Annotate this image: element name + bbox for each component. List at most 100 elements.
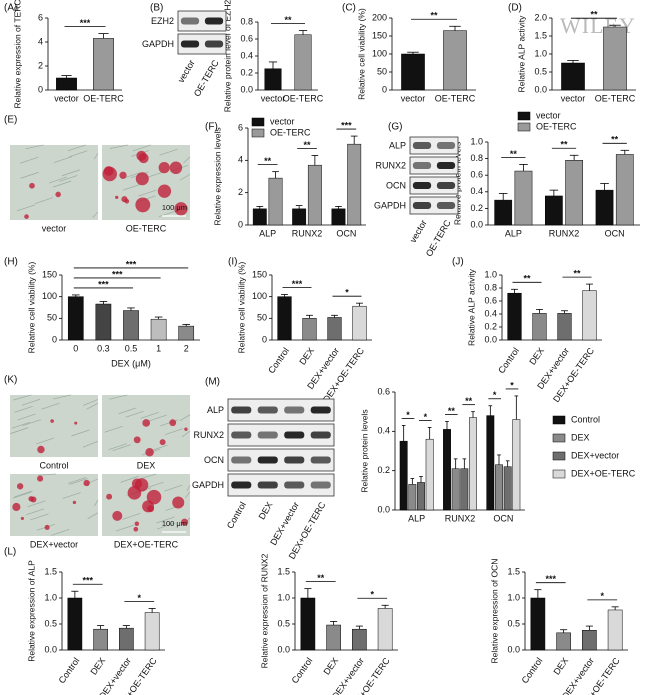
bar [486,415,495,511]
y-tick-label: 150 [372,30,387,40]
bar [294,34,312,91]
stain-spot [37,475,44,482]
significance-label: * [406,410,410,420]
y-tick-label: 4 [238,155,243,165]
bar [545,195,563,226]
bar [401,53,425,91]
stain-spot [169,161,183,175]
blot-band [231,456,252,464]
x-tick-label: ALP [408,513,425,523]
y-tick-label: 0.0 [534,84,547,94]
cell-streak [26,508,45,516]
cell-streak [62,492,81,499]
y-tick-label: 2.0 [534,12,547,22]
blot-row-label: GAPDH [192,480,224,490]
y-tick-label: 0.6 [484,295,497,305]
significance-label: *** [80,18,91,28]
y-tick-label: 0.0 [277,644,290,654]
y-tick-label: 2 [38,60,43,70]
significance-label: * [137,593,141,603]
cell-streak [71,429,90,437]
blot-row-label: RUNX2 [375,160,406,170]
blot-band [180,17,200,25]
cell-streak [82,440,99,448]
x-tick-label: Control [520,656,545,686]
significance-label: ** [430,11,438,21]
blot-row-label: RUNX2 [193,430,224,440]
legend-label: DEX [571,432,590,442]
bar [603,26,627,91]
y-axis-label: Relative cell viability (%) [26,262,36,354]
cell-streak [159,148,178,156]
bar [292,208,307,226]
blot-band [231,481,252,489]
cell-streak [145,481,164,489]
x-axis-label: DEX (μM) [111,358,151,368]
bar [307,164,322,226]
bar [302,318,317,341]
stain-spot [127,485,142,500]
legend-label: DEX+OE-TERC [571,468,636,478]
bar [451,468,460,511]
stain-spot [29,182,35,189]
cell-streak [164,484,183,492]
y-tick-label: 0.5 [44,618,57,628]
legend-swatch [251,117,265,127]
blot-band [436,182,456,189]
micrograph-caption: Control [39,460,68,470]
x-tick-label: 1 [156,343,161,353]
stain-spot [83,479,90,487]
bar [495,464,503,511]
y-tick-label: 0.4 [484,308,497,318]
legend-label: Control [571,414,600,424]
blot-band [412,142,432,149]
y-tick-label: 0 [262,334,267,344]
bar [144,612,160,651]
cell-streak [109,394,128,400]
cell-streak [158,210,178,218]
blot-frame [409,156,459,175]
blot-frame [409,136,459,155]
x-tick-label: 0 [73,343,78,353]
x-tick-label: DEX [527,346,546,367]
y-axis-label: Relative protein levels [359,409,369,492]
cell-streak [164,428,184,436]
y-tick-label: 1.5 [507,566,520,576]
blot-row-label: GAPDH [142,39,174,49]
blot-frame [177,10,227,32]
y-tick-label: 1.0 [277,592,290,602]
x-tick-label: OE-TERC [283,93,324,103]
micrograph [10,474,98,536]
cell-streak [112,444,131,452]
cell-streak [94,499,99,507]
y-tick-label: 0 [238,219,243,229]
micrograph-caption: OE-TERC [126,223,167,233]
blot-band [284,406,305,414]
x-tick-label: RUNX2 [292,228,323,238]
bar [514,170,533,226]
bar [557,313,572,341]
bar [252,208,267,226]
cell-streak [115,524,135,532]
blot-frame [227,398,335,422]
significance-label: * [600,591,604,601]
y-axis-label: Relative expression of TERC [12,0,22,108]
cell-streak [27,500,46,508]
y-axis-label: Relative ALP activity [466,268,476,346]
y-axis-label: Relative cell viability (%) [356,8,366,100]
y-tick-label: 0.6 [240,33,253,43]
cell-streak [185,491,191,498]
cell-streak [30,513,49,521]
cell-streak [86,402,99,410]
significance-label: ** [560,140,568,150]
bar [512,419,521,511]
cell-streak [138,189,157,197]
cell-streak [67,144,86,152]
blot-frame [409,176,459,195]
stain-spot [44,524,50,530]
cell-streak [87,512,99,520]
blot-band [257,406,278,414]
significance-label: *** [98,279,109,289]
blot-band [412,182,432,189]
y-tick-label: 0.2 [240,67,253,77]
